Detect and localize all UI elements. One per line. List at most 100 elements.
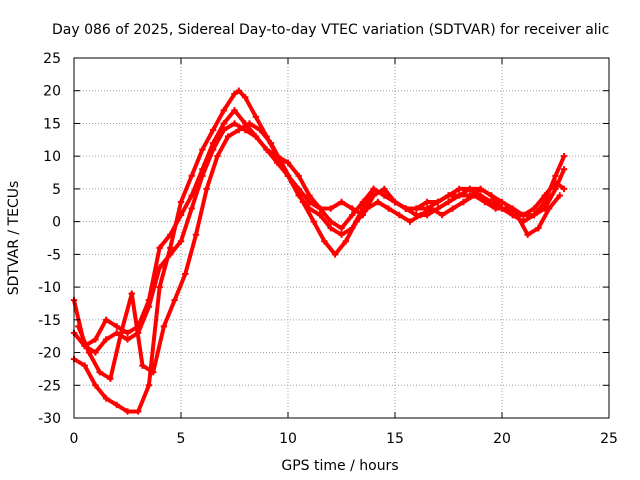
data-point <box>209 139 217 147</box>
data-point <box>124 336 131 343</box>
data-point <box>466 185 474 193</box>
data-point <box>327 205 334 212</box>
data-point <box>310 218 317 225</box>
data-point <box>488 198 495 206</box>
data-point <box>306 192 313 199</box>
data-point <box>327 218 334 225</box>
data-point <box>102 316 110 324</box>
data-point <box>488 192 495 199</box>
data-point <box>92 382 99 389</box>
data-point <box>220 107 227 114</box>
y-tick-label: -25 <box>38 378 61 394</box>
data-point <box>456 185 463 193</box>
data-point <box>113 401 120 409</box>
data-point <box>560 185 568 193</box>
data-point <box>541 192 548 199</box>
data-point <box>256 126 264 134</box>
data-point <box>113 323 120 330</box>
data-point <box>177 211 185 219</box>
data-point <box>102 395 110 402</box>
data-point <box>445 198 452 206</box>
data-point <box>363 205 371 212</box>
data-point <box>321 238 328 245</box>
series-track-4 <box>70 107 568 350</box>
x-tick-labels: 0 5 10 15 20 25 <box>70 431 618 447</box>
tick-marks <box>73 57 610 419</box>
x-tick-label: 15 <box>386 431 404 447</box>
data-point <box>381 192 388 199</box>
data-point <box>374 198 382 206</box>
y-axis-label: SDTVAR / TECUs <box>6 181 22 296</box>
data-point <box>177 198 185 206</box>
data-point <box>85 349 93 356</box>
data-point <box>231 90 238 98</box>
y-tick-label: -15 <box>38 313 61 329</box>
data-point <box>342 238 349 245</box>
data-point <box>552 179 559 186</box>
data-point <box>188 172 195 180</box>
data-point <box>552 185 559 193</box>
data-point <box>75 323 82 330</box>
data-point <box>545 205 553 212</box>
data-point <box>167 251 174 258</box>
y-tick-label: 10 <box>43 149 61 165</box>
data-point <box>235 126 242 134</box>
data-point <box>445 192 452 199</box>
data-point <box>139 362 146 369</box>
data-point <box>520 211 527 219</box>
data-point <box>530 211 538 219</box>
data-point <box>242 120 249 127</box>
data-point <box>252 113 260 121</box>
data-point <box>456 192 463 199</box>
data-point <box>391 198 399 206</box>
data-point <box>331 251 339 258</box>
data-point <box>188 205 195 212</box>
data-point <box>402 205 409 212</box>
data-point <box>349 205 356 212</box>
data-point <box>231 120 238 127</box>
data-point <box>460 198 467 206</box>
data-point <box>231 107 238 114</box>
data-point <box>135 408 142 415</box>
data-point <box>289 179 296 186</box>
data-point <box>552 172 559 180</box>
data-point <box>449 205 456 212</box>
x-tick-label: 20 <box>493 431 511 447</box>
data-point <box>316 205 324 212</box>
y-tick-labels: -30 -25 -20 -15 -10 -5 0 5 10 15 20 25 <box>38 51 61 427</box>
y-tick-label: -10 <box>38 280 61 296</box>
series-track-3 <box>75 120 563 382</box>
data-point <box>149 368 157 376</box>
data-point <box>498 205 506 212</box>
data-point <box>102 336 110 343</box>
x-tick-label: 25 <box>600 431 618 447</box>
data-point <box>167 244 174 252</box>
y-tick-label: 0 <box>52 215 61 231</box>
data-point <box>145 382 153 389</box>
data-point <box>81 342 88 350</box>
data-point <box>541 198 548 206</box>
data-point <box>267 139 275 147</box>
data-point <box>81 362 88 369</box>
data-point <box>306 198 313 206</box>
data-point <box>145 296 153 304</box>
data-point <box>107 375 114 382</box>
data-point <box>167 231 174 238</box>
data-point <box>220 120 227 127</box>
data-point <box>338 231 345 238</box>
data-point <box>349 211 356 219</box>
data-point <box>434 198 441 206</box>
data-point <box>338 198 345 206</box>
data-point <box>417 211 424 219</box>
data-point <box>535 224 542 232</box>
x-tick-label: 10 <box>279 431 297 447</box>
data-point <box>274 152 281 160</box>
data-point <box>96 368 103 376</box>
data-point <box>385 205 392 212</box>
data-point <box>156 283 163 291</box>
data-point <box>396 211 403 219</box>
data-point <box>252 133 260 140</box>
data-point <box>524 231 531 238</box>
data-point <box>530 205 538 212</box>
